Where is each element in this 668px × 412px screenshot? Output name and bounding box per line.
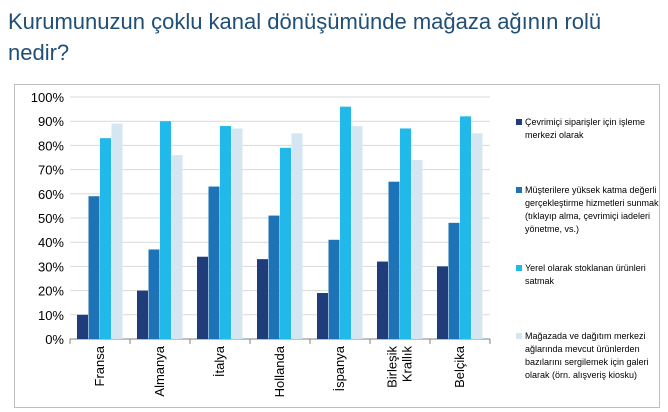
- bar: [388, 181, 400, 339]
- legend-swatch: [516, 333, 522, 339]
- bar: [257, 259, 268, 339]
- x-tick-label: Belçika: [452, 345, 467, 388]
- y-tick-label: 10%: [38, 308, 64, 323]
- x-tick-label: İtalya: [212, 345, 227, 377]
- legend-label: Çevrimiçi siparişler için işleme merkezi…: [525, 117, 646, 140]
- page-title: Kurumunuzun çoklu kanal dönüşümünde mağa…: [8, 9, 602, 65]
- y-tick-label: 70%: [38, 163, 64, 178]
- bar: [160, 121, 171, 339]
- x-tick-label: Fransa: [92, 345, 107, 386]
- legend-label: Mağazada ve dağıtım merkezi ağlarında me…: [525, 331, 649, 380]
- bar: [208, 186, 220, 339]
- bar: [220, 126, 231, 339]
- bar: [171, 155, 183, 339]
- legend-swatch: [516, 265, 522, 271]
- bar: [197, 256, 208, 339]
- bar: [231, 128, 243, 339]
- y-tick-label: 100%: [31, 90, 65, 105]
- legend-label: Müşterilere yüksek katma değerli gerçekl…: [525, 185, 659, 234]
- x-tick-label: İspanya: [332, 345, 347, 391]
- bar: [291, 133, 303, 339]
- bar: [111, 123, 123, 340]
- bar: [400, 128, 411, 339]
- x-tick-label: Almanya: [152, 345, 167, 396]
- bar: [460, 116, 471, 339]
- bar: [377, 261, 388, 339]
- legend-swatch: [516, 119, 522, 125]
- bar: [328, 239, 340, 339]
- y-tick-label: 60%: [38, 187, 64, 202]
- y-tick-label: 30%: [38, 259, 64, 274]
- y-tick-label: 0%: [45, 332, 64, 347]
- bar: [351, 126, 363, 339]
- y-tick-label: 80%: [38, 138, 64, 153]
- x-tick-label: Hollanda: [272, 345, 287, 397]
- bar: [448, 222, 460, 339]
- legend-label: Yerel olarak stoklanan ürünleri satmak: [525, 263, 646, 286]
- bar: [88, 196, 100, 339]
- bar: [471, 133, 483, 339]
- y-tick-label: 90%: [38, 114, 64, 129]
- y-tick-label: 20%: [38, 284, 64, 299]
- x-tick-label: Birleşik: [385, 346, 400, 388]
- y-tick-label: 50%: [38, 211, 64, 226]
- bar: [77, 314, 88, 339]
- bar: [137, 290, 148, 339]
- bar: [317, 293, 328, 339]
- bar: [268, 215, 280, 339]
- x-tick-label: Krallık: [400, 346, 415, 383]
- bar: [411, 159, 423, 339]
- legend-swatch: [516, 187, 522, 193]
- bar: [280, 147, 291, 339]
- bar: [340, 106, 351, 340]
- bar: [437, 266, 448, 339]
- bar: [148, 249, 160, 339]
- y-tick-label: 40%: [38, 235, 64, 250]
- bar: [100, 138, 111, 339]
